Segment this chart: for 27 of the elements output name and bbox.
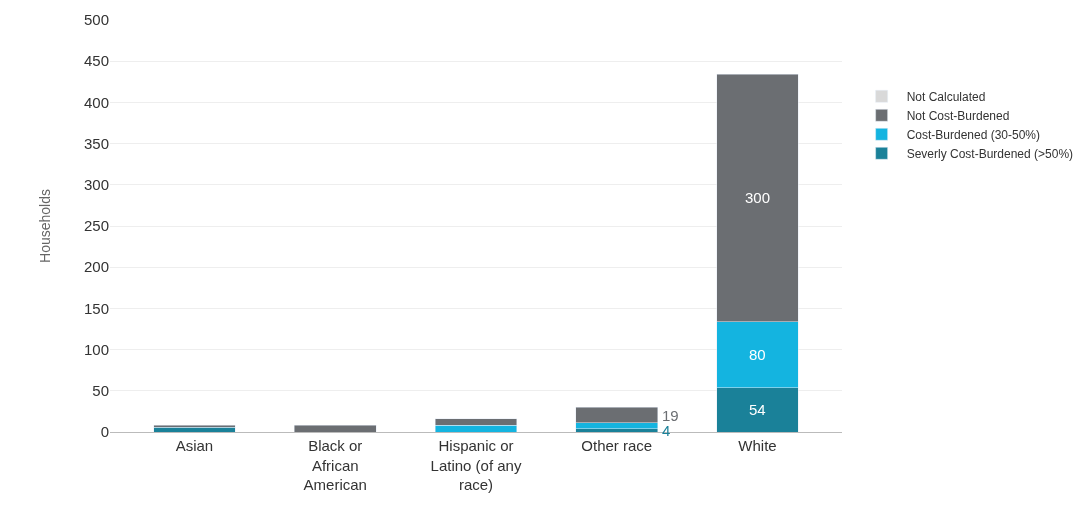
y-axis-title: Households — [36, 189, 53, 263]
y-tick-label: 300 — [83, 176, 109, 194]
y-tick-label: 350 — [83, 134, 109, 152]
legend-label: Severly Cost-Burdened (>50%) — [906, 146, 1074, 161]
data-label: 300 — [745, 189, 771, 206]
x-tick-label: Asian — [175, 437, 214, 454]
bar — [294, 425, 377, 432]
data-label: 80 — [749, 346, 766, 363]
data-label: 54 — [749, 401, 766, 418]
y-tick-label: 50 — [92, 382, 109, 400]
x-tick-label: Black or African American — [303, 437, 367, 493]
y-tick-label: 500 — [83, 11, 109, 29]
y-tick-label: 200 — [83, 258, 109, 276]
y-tick-label: 150 — [83, 299, 109, 317]
legend-label: Not Cost-Burdened — [906, 108, 1010, 123]
legend-label: Cost-Burdened (30-50%) — [906, 127, 1041, 142]
y-tick-label: 450 — [83, 52, 109, 70]
data-label: 19 — [662, 407, 679, 424]
x-tick-label: Other race — [581, 437, 653, 454]
y-tick-label: 0 — [100, 423, 109, 441]
x-tick-label: White — [738, 437, 777, 454]
data-label: 4 — [662, 422, 671, 439]
x-tick-label: Hispanic or Latino (of any race) — [430, 437, 522, 493]
legend-label: Not Calculated — [906, 89, 986, 104]
y-tick-label: 400 — [83, 93, 109, 111]
y-tick-label: 250 — [83, 217, 109, 235]
y-tick-label: 100 — [83, 340, 109, 358]
